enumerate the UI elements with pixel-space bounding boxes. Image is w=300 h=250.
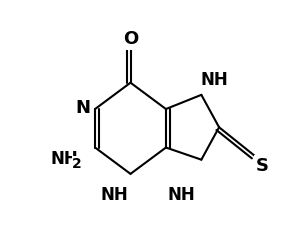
Text: 2: 2: [72, 157, 82, 171]
Text: NH: NH: [201, 71, 229, 89]
Text: O: O: [123, 30, 138, 48]
Text: NH: NH: [168, 186, 195, 204]
Text: NH: NH: [50, 150, 78, 168]
Text: N: N: [75, 99, 90, 117]
Text: NH: NH: [100, 186, 128, 204]
Text: S: S: [256, 157, 269, 175]
